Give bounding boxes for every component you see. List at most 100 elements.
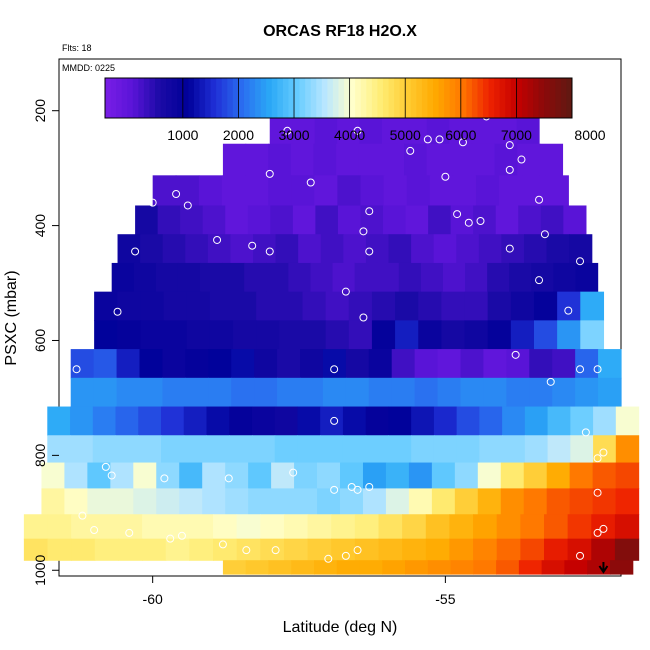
heatmap-cell (233, 320, 257, 350)
heatmap-cell (297, 435, 321, 464)
heatmap-cell (340, 462, 364, 489)
heatmap-cell (179, 488, 203, 515)
heatmap-cell (302, 320, 327, 350)
heatmap-cell (533, 320, 558, 350)
heatmap-cell (342, 406, 367, 436)
heatmap-cell (564, 560, 588, 575)
heatmap-cell (87, 488, 111, 515)
heatmap-cell (533, 291, 558, 321)
heatmap-cell (391, 377, 416, 408)
colorbar-segment (338, 78, 345, 118)
heatmap-cell (325, 320, 350, 350)
colorbar-segment (277, 78, 284, 118)
heatmap-cell (378, 538, 403, 561)
heatmap-cell (244, 262, 267, 293)
heatmap-cell (117, 291, 142, 321)
heatmap-cell (477, 488, 502, 515)
colorbar-segment (449, 78, 456, 118)
heatmap-cell (230, 234, 254, 264)
heatmap-cell (177, 262, 201, 293)
heatmap-cell (478, 234, 503, 264)
flights-label: Flts: 18 (62, 43, 92, 53)
heatmap-cell (592, 462, 617, 489)
sample-point (540, 230, 549, 239)
heatmap-cell (494, 113, 518, 145)
heatmap-cell (580, 291, 605, 321)
colorbar-tick-label: 7000 (501, 127, 532, 143)
heatmap-cell (271, 488, 295, 515)
heatmap-cell (277, 377, 301, 408)
colorbar-segment (460, 78, 467, 118)
heatmap-cell (92, 406, 117, 436)
sample-points (37, 93, 608, 563)
sample-point (476, 216, 485, 225)
heatmap-cell (456, 406, 480, 436)
heatmap-cell (500, 488, 525, 515)
heatmap-cell (471, 143, 496, 176)
heatmap-cell (279, 291, 304, 321)
heatmap-cell (320, 435, 344, 464)
heatmap-cell (162, 234, 186, 264)
sample-point (78, 511, 87, 520)
colorbar-segment (177, 78, 184, 118)
heatmap-cell (544, 538, 569, 561)
colorbar-segment (505, 78, 512, 118)
heatmap-cell (522, 175, 546, 207)
heatmap-cell (198, 175, 223, 207)
colorbar-segment (455, 78, 462, 118)
heatmap-cell (140, 291, 165, 321)
heatmap-cell (487, 320, 512, 350)
heatmap-cell (378, 514, 403, 540)
colorbar-segment (271, 78, 278, 118)
heatmap-cell (116, 377, 141, 408)
heatmap-cells (23, 84, 640, 575)
colorbar-segment (366, 78, 373, 118)
heatmap-cell (116, 349, 141, 379)
sample-point (365, 247, 374, 256)
heatmap-cell (133, 462, 157, 489)
heatmap-cell (213, 514, 238, 540)
colorbar-segment (527, 78, 534, 118)
heatmap-cell (431, 488, 456, 515)
heatmap-cell (343, 234, 367, 264)
sample-point (464, 218, 473, 227)
heatmap-cell (337, 113, 361, 145)
sample-point (535, 276, 544, 285)
sample-point (505, 244, 514, 253)
heatmap-cell (290, 143, 315, 176)
heatmap-cell (229, 435, 253, 464)
heatmap-cell (253, 234, 277, 264)
heatmap-cell (161, 435, 185, 464)
heatmap-cell (523, 488, 548, 515)
sample-point (265, 169, 274, 178)
heatmap-cell (442, 262, 466, 293)
heatmap-cell (420, 262, 444, 293)
colorbar-segment (282, 78, 289, 118)
heatmap-cell (496, 538, 521, 561)
heatmap-cell (336, 143, 360, 176)
heatmap-cell (94, 514, 120, 540)
heatmap-cell (391, 349, 416, 379)
heatmap-cell (139, 349, 164, 379)
y-tick-label: 400 (32, 214, 48, 238)
heatmap-cell (557, 291, 581, 321)
heatmap-cell (411, 406, 435, 436)
heatmap-cell (426, 113, 450, 145)
sample-point (72, 365, 81, 374)
heatmap-cell (225, 462, 249, 489)
heatmap-cell (450, 205, 474, 235)
heatmap-cell (569, 234, 593, 264)
heatmap-cell (433, 406, 458, 436)
x-tick-label: -55 (435, 591, 455, 607)
colorbar-segment (399, 78, 406, 118)
heatmap-cell (433, 435, 458, 464)
heatmap-cell (231, 377, 255, 408)
heatmap-cell (189, 538, 214, 561)
heatmap-cell (408, 462, 433, 489)
colorbar-segment (332, 78, 339, 118)
heatmap-cell (274, 435, 299, 464)
heatmap-cell (118, 514, 143, 540)
heatmap-cell (266, 262, 289, 293)
heatmap-cell (115, 435, 139, 464)
heatmap-cell (222, 143, 247, 176)
